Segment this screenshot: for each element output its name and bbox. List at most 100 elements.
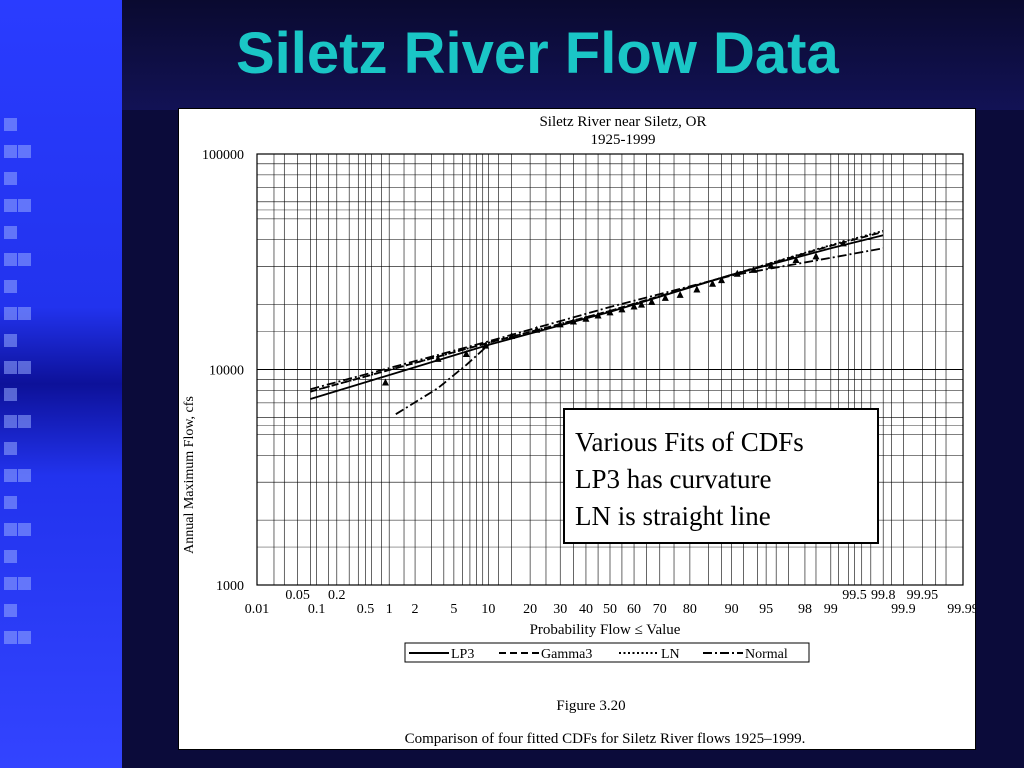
observed-point xyxy=(750,265,758,273)
decorative-square xyxy=(4,604,17,617)
decorative-square xyxy=(18,253,31,266)
decorative-square xyxy=(4,334,17,347)
decorative-square xyxy=(4,145,17,158)
decorative-square xyxy=(18,199,31,212)
observed-point xyxy=(482,341,490,349)
observed-point xyxy=(556,320,564,328)
x-tick-label: 90 xyxy=(725,602,739,617)
series-lines xyxy=(310,229,884,415)
x-tick-label: 60 xyxy=(627,602,641,617)
decorative-square xyxy=(4,550,17,563)
x-tick-label: 99 xyxy=(824,602,838,617)
decorative-square xyxy=(4,226,17,239)
legend-box xyxy=(404,642,810,663)
x-tick-label-upper: 0.05 xyxy=(285,588,310,603)
y-tick-label: 100000 xyxy=(202,148,244,163)
x-tick-labels: 0.01 0.1 0.5 1 2 5 10 20 30 40 50 60 70 80 90 95 98 99 99.… xyxy=(245,588,975,617)
decorative-square xyxy=(4,118,17,131)
x-tick-label-upper: 99.95 xyxy=(907,588,939,603)
observed-point xyxy=(767,261,775,269)
decorative-square xyxy=(4,523,17,536)
figure-caption: Comparison of four fitted CDFs for Silet… xyxy=(405,731,806,747)
decorative-square xyxy=(18,523,31,536)
x-tick-label: 95 xyxy=(759,602,773,617)
legend-label: Normal xyxy=(745,647,788,662)
legend-label: LP3 xyxy=(451,647,474,662)
decorative-square xyxy=(18,469,31,482)
y-axis-label: Annual Maximum Flow, cfs xyxy=(182,396,197,554)
chart-subtitle: 1925-1999 xyxy=(591,132,656,148)
chart-title: Siletz River near Siletz, OR xyxy=(539,114,706,130)
callout-line: Various Fits of CDFs xyxy=(575,427,804,457)
observed-point xyxy=(630,302,638,310)
observed-point xyxy=(718,276,726,284)
x-tick-label: 80 xyxy=(683,602,697,617)
observed-point xyxy=(812,252,820,260)
decorative-square xyxy=(4,496,17,509)
callout-line: LP3 has curvature xyxy=(575,464,772,494)
decorative-square xyxy=(18,415,31,428)
observed-point xyxy=(434,354,442,362)
x-tick-label: 70 xyxy=(653,602,667,617)
y-tick-label: 1000 xyxy=(216,579,244,594)
x-tick-label: 10 xyxy=(481,602,495,617)
decorative-square xyxy=(4,172,17,185)
series-line-normal-lower-tail xyxy=(395,344,490,415)
slide-title: Siletz River Flow Data xyxy=(236,21,839,86)
observed-point xyxy=(839,239,847,247)
legend-label: LN xyxy=(661,647,680,662)
observed-point xyxy=(462,350,470,358)
legend-label: Gamma3 xyxy=(541,647,592,662)
x-tick-label: 5 xyxy=(450,602,457,617)
observed-point xyxy=(676,290,684,298)
decorative-square xyxy=(4,199,17,212)
observed-point xyxy=(792,256,800,264)
observed-point xyxy=(533,325,541,333)
x-tick-label: 30 xyxy=(553,602,567,617)
y-tick-labels: 100000 10000 1000 xyxy=(202,148,244,594)
title-bar-background xyxy=(122,0,1024,110)
decorative-square xyxy=(4,631,17,644)
x-axis-label: Probability Flow ≤ Value xyxy=(530,622,681,638)
callout-box: Various Fits of CDFs LP3 has curvature L… xyxy=(563,408,879,544)
observed-point xyxy=(606,308,614,316)
observed-point xyxy=(709,279,717,287)
x-tick-label-upper: 99.8 xyxy=(871,588,896,603)
observed-point xyxy=(693,285,701,293)
y-tick-label: 10000 xyxy=(209,364,244,379)
observed-point xyxy=(381,378,389,386)
observed-point xyxy=(569,317,577,325)
decorative-square-column xyxy=(4,118,31,718)
observed-point xyxy=(594,311,602,319)
x-tick-label: 40 xyxy=(579,602,593,617)
callout-line: LN is straight line xyxy=(575,501,771,531)
x-tick-label: 1 xyxy=(386,602,393,617)
x-tick-label: 0.01 xyxy=(245,602,270,617)
observed-point xyxy=(648,297,656,305)
decorative-square xyxy=(18,631,31,644)
observed-point xyxy=(582,314,590,322)
observed-point xyxy=(508,332,516,340)
x-tick-label: 0.5 xyxy=(357,602,375,617)
decorative-square xyxy=(18,307,31,320)
x-tick-label: 50 xyxy=(603,602,617,617)
decorative-square xyxy=(4,280,17,293)
legend: LP3 Gamma3 LN Normal xyxy=(404,642,810,663)
x-tick-label-upper: 99.5 xyxy=(842,588,867,603)
decorative-square xyxy=(18,145,31,158)
x-tick-label: 0.1 xyxy=(308,602,326,617)
x-tick-label: 99.9 xyxy=(891,602,916,617)
x-tick-label-upper: 0.2 xyxy=(328,588,346,603)
x-tick-label: 98 xyxy=(798,602,812,617)
decorative-square xyxy=(4,442,17,455)
decorative-square xyxy=(4,577,17,590)
figure-number: Figure 3.20 xyxy=(556,698,625,714)
observed-point xyxy=(618,305,626,313)
decorative-square xyxy=(4,469,17,482)
x-tick-label: 2 xyxy=(412,602,419,617)
observed-point xyxy=(637,300,645,308)
decorative-square xyxy=(18,361,31,374)
decorative-square xyxy=(4,361,17,374)
decorative-square xyxy=(4,388,17,401)
decorative-square xyxy=(4,307,17,320)
